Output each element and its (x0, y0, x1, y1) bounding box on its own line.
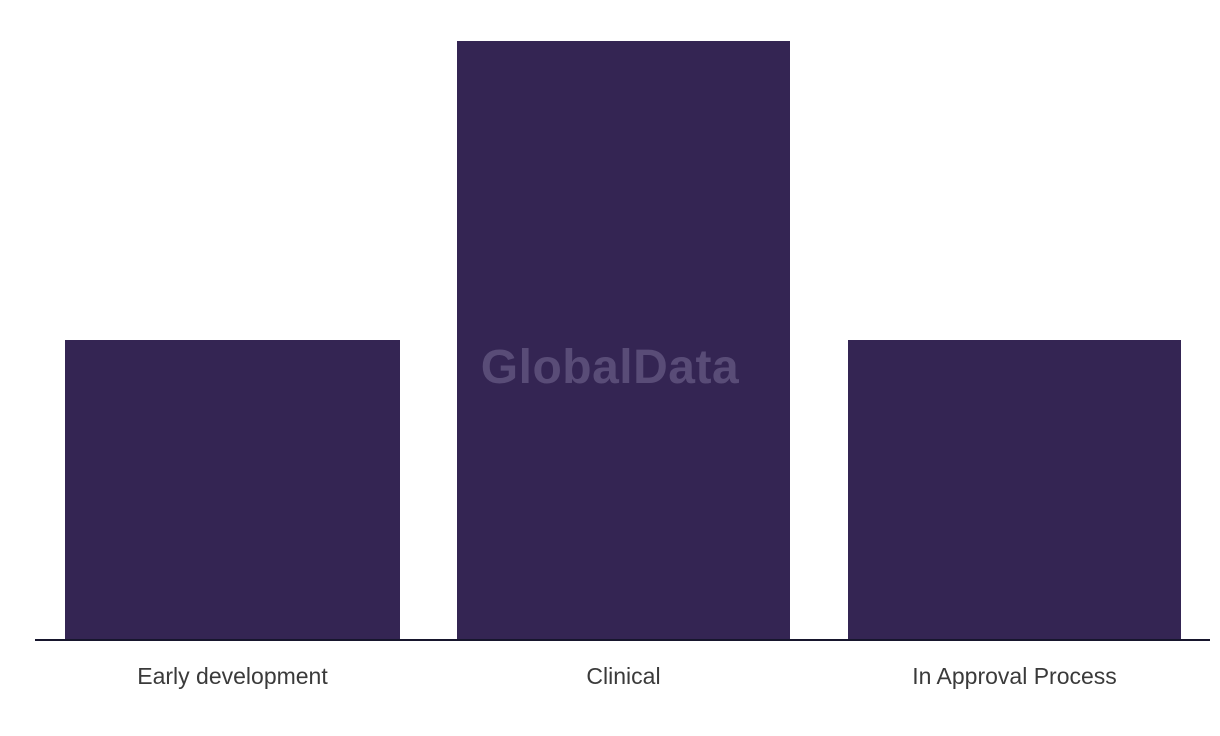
x-axis-label-in-approval-process: In Approval Process (912, 663, 1117, 689)
x-axis-label-early-development: Early development (137, 663, 328, 689)
bar-clinical (457, 41, 790, 640)
x-axis-line (35, 639, 1210, 641)
bar-in-approval-process (848, 340, 1181, 640)
bar-early-development (65, 340, 400, 640)
x-axis-label-clinical: Clinical (586, 663, 661, 689)
